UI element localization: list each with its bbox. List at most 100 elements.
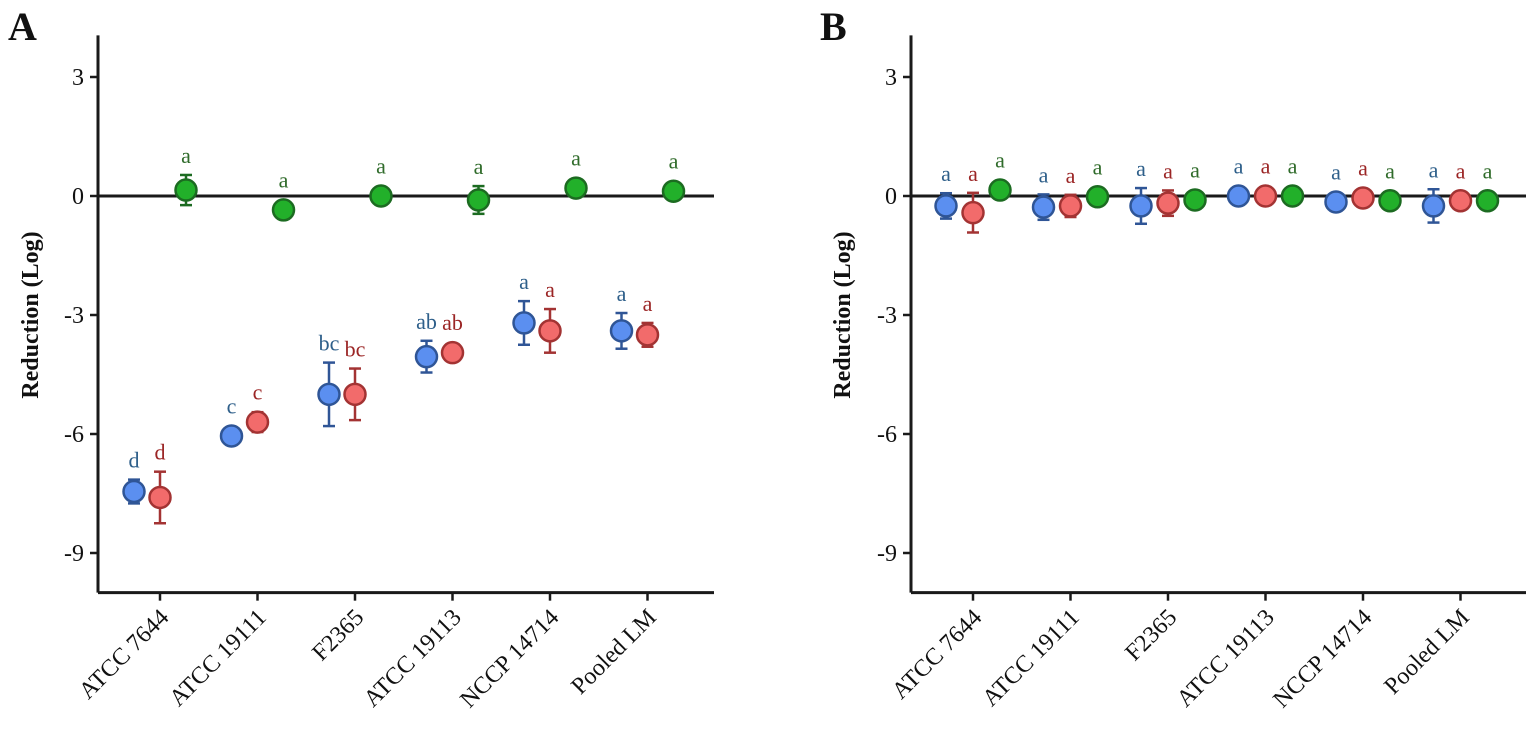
- y-tick-label: 3: [885, 65, 897, 91]
- significance-letter: a: [545, 277, 555, 302]
- significance-letter: a: [995, 148, 1005, 173]
- significance-letter: bc: [345, 337, 366, 362]
- x-tick-label: ATCC 19113: [359, 605, 467, 713]
- data-point-blue: [122, 479, 146, 504]
- y-tick-label: 0: [885, 184, 897, 210]
- panel-label: B: [820, 4, 847, 49]
- y-tick-label: -3: [877, 303, 897, 329]
- data-point-blue: [609, 319, 634, 343]
- significance-letter: d: [155, 440, 166, 465]
- data-point-green: [1183, 188, 1207, 212]
- data-point-green: [1475, 189, 1500, 213]
- y-tick-label: 3: [72, 65, 84, 91]
- data-point-blue: [317, 382, 341, 407]
- y-tick-label: -3: [64, 303, 84, 329]
- significance-letter: a: [1288, 154, 1298, 179]
- significance-letter: a: [474, 154, 484, 179]
- data-point-red: [1253, 184, 1278, 208]
- significance-letter: a: [1385, 158, 1395, 183]
- data-point-green: [564, 176, 588, 200]
- significance-letter: a: [1039, 162, 1049, 187]
- y-tick-label: -9: [64, 541, 84, 567]
- data-point-green: [369, 184, 393, 208]
- x-tick-label: ATCC 7644: [887, 605, 987, 705]
- significance-letter: a: [643, 291, 653, 316]
- data-point-red: [961, 200, 985, 225]
- significance-letter: a: [571, 146, 581, 171]
- significance-letter: a: [617, 281, 627, 306]
- significance-letter: a: [1456, 158, 1466, 183]
- significance-letter: c: [253, 380, 263, 405]
- significance-letter: c: [227, 393, 237, 418]
- data-point-green: [1280, 184, 1305, 208]
- data-point-red: [245, 410, 270, 434]
- x-tick-label: ATCC 19113: [1172, 605, 1280, 713]
- x-tick-label: NCCP 14714: [1268, 605, 1377, 714]
- x-tick-label: NCCP 14714: [455, 605, 564, 714]
- data-point-blue: [414, 344, 439, 369]
- data-point-green: [174, 178, 198, 202]
- data-point-green: [1085, 185, 1110, 209]
- significance-letter: ab: [416, 309, 437, 334]
- data-point-red: [440, 340, 465, 365]
- significance-letter: ab: [442, 310, 463, 335]
- data-point-blue: [1324, 190, 1348, 214]
- significance-letter: bc: [319, 331, 340, 356]
- x-tick-label: ATCC 19111: [978, 605, 1085, 712]
- data-point-red: [538, 319, 562, 343]
- y-tick-label: 0: [72, 184, 84, 210]
- y-tick-label: -9: [877, 541, 897, 567]
- significance-letter: a: [968, 161, 978, 186]
- significance-letter: a: [1331, 159, 1341, 184]
- data-point-green: [1378, 189, 1402, 213]
- significance-letter: a: [1163, 158, 1173, 183]
- data-point-red: [1448, 189, 1473, 213]
- data-point-red: [148, 485, 172, 510]
- x-tick-label: Pooled LM: [1380, 605, 1475, 700]
- data-point-red: [343, 382, 367, 407]
- data-point-red: [1351, 186, 1375, 210]
- significance-letter: a: [941, 161, 951, 186]
- data-point-red: [1058, 194, 1083, 218]
- significance-letter: a: [1093, 154, 1103, 179]
- data-point-blue: [934, 194, 958, 218]
- significance-letter: d: [129, 448, 140, 473]
- x-tick-label: Pooled LM: [567, 605, 662, 700]
- data-point-blue: [1421, 194, 1446, 218]
- y-tick-label: -6: [64, 422, 84, 448]
- significance-letter: a: [1136, 156, 1146, 181]
- data-point-green: [988, 178, 1012, 202]
- data-point-green: [661, 179, 686, 203]
- x-tick-label: F2365: [1120, 605, 1182, 667]
- significance-letter: a: [181, 143, 191, 168]
- significance-letter: a: [1483, 158, 1493, 183]
- significance-letter: a: [1066, 163, 1076, 188]
- significance-letter: a: [279, 167, 289, 192]
- data-point-blue: [1129, 194, 1153, 218]
- significance-letter: a: [1261, 154, 1271, 179]
- significance-letter: a: [376, 154, 386, 179]
- data-point-blue: [512, 311, 536, 335]
- data-point-blue: [1031, 195, 1056, 219]
- significance-letter: a: [1358, 155, 1368, 180]
- significance-letter: a: [1234, 154, 1244, 179]
- y-tick-label: -6: [877, 422, 897, 448]
- panel-label: A: [8, 4, 37, 49]
- data-point-blue: [219, 424, 244, 448]
- data-point-red: [1156, 191, 1180, 215]
- data-point-red: [635, 323, 660, 347]
- significance-letter: a: [1429, 157, 1439, 182]
- data-point-blue: [1226, 184, 1251, 208]
- data-point-green: [466, 188, 491, 212]
- significance-letter: a: [1190, 157, 1200, 182]
- y-axis-title: Reduction (Log): [18, 231, 44, 398]
- x-tick-label: ATCC 7644: [74, 605, 174, 705]
- x-tick-label: F2365: [307, 605, 369, 667]
- data-point-green: [271, 198, 296, 222]
- significance-letter: a: [519, 269, 529, 294]
- significance-letter: a: [669, 149, 679, 174]
- x-tick-label: ATCC 19111: [165, 605, 272, 712]
